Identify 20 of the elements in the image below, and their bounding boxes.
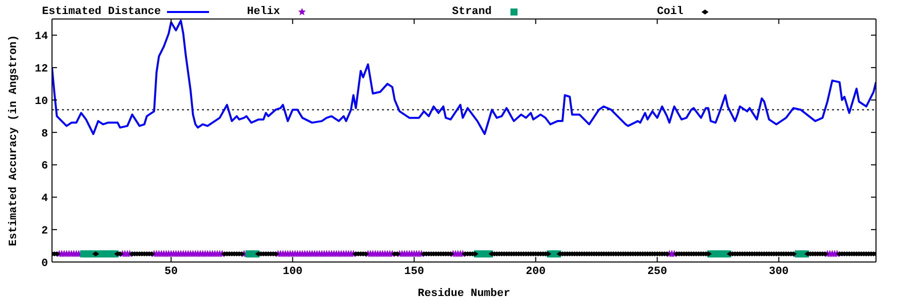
legend-label: Strand xyxy=(452,6,492,18)
x-tick-label: 150 xyxy=(404,266,424,278)
x-tick-label: 250 xyxy=(647,266,668,278)
y-tick-label: 4 xyxy=(41,193,48,206)
x-tick-label: 50 xyxy=(164,266,178,278)
x-tick-label: 200 xyxy=(526,266,546,278)
x-tick-label: 300 xyxy=(768,266,789,278)
y-tick-label: 6 xyxy=(41,160,48,173)
y-tick-label: 2 xyxy=(41,226,48,238)
x-tick-label: 100 xyxy=(282,266,303,278)
legend-label: Helix xyxy=(247,6,280,18)
y-tick-label: 10 xyxy=(34,96,48,108)
y-tick-label: 14 xyxy=(34,31,48,44)
y-axis-title: Estimated Accuracy (in Angstron) xyxy=(8,34,20,246)
x-axis-title: Residue Number xyxy=(418,288,510,300)
y-tick-label: 8 xyxy=(41,128,48,140)
y-tick-label: 0 xyxy=(41,258,48,270)
y-tick-label: 12 xyxy=(34,64,48,76)
legend-label: Coil xyxy=(657,6,684,18)
legend-label: Estimated Distance xyxy=(42,6,161,18)
